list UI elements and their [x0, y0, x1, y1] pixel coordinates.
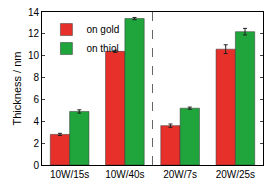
svg-text:10W/40s: 10W/40s — [105, 169, 144, 180]
svg-text:Thickness / nm: Thickness / nm — [11, 52, 23, 126]
svg-text:on thiol: on thiol — [86, 43, 118, 54]
svg-text:on gold: on gold — [86, 24, 119, 35]
svg-text:10W/15s: 10W/15s — [50, 169, 89, 180]
svg-text:10: 10 — [28, 50, 40, 61]
svg-text:4: 4 — [33, 116, 39, 127]
svg-text:20W/7s: 20W/7s — [163, 169, 197, 180]
svg-text:20W/25s: 20W/25s — [216, 169, 255, 180]
svg-text:12: 12 — [28, 28, 40, 39]
svg-text:0: 0 — [33, 160, 39, 171]
svg-text:8: 8 — [33, 72, 39, 83]
svg-text:14: 14 — [28, 7, 40, 18]
svg-text:6: 6 — [33, 94, 39, 105]
svg-text:2: 2 — [33, 138, 39, 149]
